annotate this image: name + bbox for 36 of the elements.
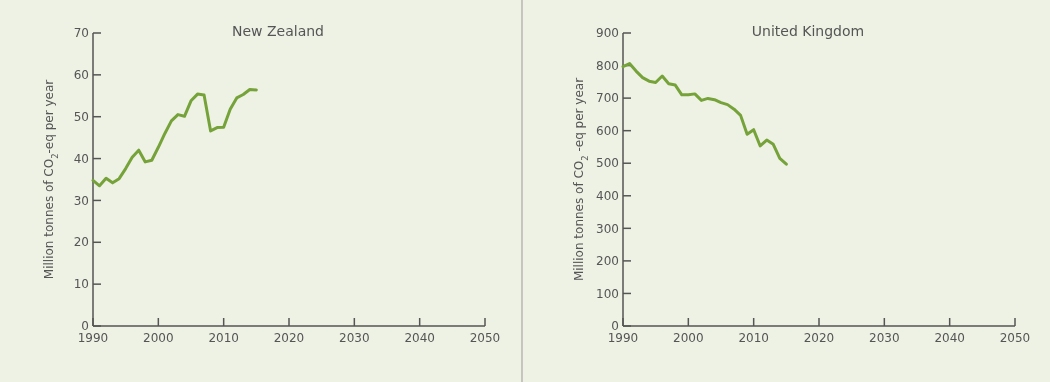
y-tick-label: 60 xyxy=(73,68,89,83)
x-tick-label: 1990 xyxy=(77,331,109,345)
x-tick-label: 2050 xyxy=(999,331,1031,345)
y-tick-label: 400 xyxy=(596,188,619,203)
line-series xyxy=(91,88,258,188)
x-tick-label: 1990 xyxy=(607,331,639,345)
chart-title: New Zealand xyxy=(232,23,324,39)
y-tick-label: 0 xyxy=(81,319,89,334)
y-tick-label: 50 xyxy=(73,109,89,124)
y-tick-label: 600 xyxy=(596,123,619,138)
y-tick-label: 30 xyxy=(73,193,89,208)
y-tick-label: 700 xyxy=(596,91,619,106)
x-tick-label: 2020 xyxy=(803,331,835,345)
line-series xyxy=(621,62,788,166)
y-tick-label: 0 xyxy=(611,319,619,334)
y-tick-label: 70 xyxy=(73,26,89,41)
x-tick-label: 2010 xyxy=(208,331,239,345)
y-tick-label: 300 xyxy=(596,221,619,236)
x-tick-label: 2050 xyxy=(469,331,501,345)
y-tick-label: 800 xyxy=(596,58,619,73)
y-tick-label: 900 xyxy=(596,26,619,41)
x-tick-label: 2000 xyxy=(673,331,704,345)
x-tick-label: 2040 xyxy=(404,331,435,345)
x-tick-label: 2000 xyxy=(143,331,174,345)
y-tick-label: 500 xyxy=(596,156,619,171)
x-tick-label: 2030 xyxy=(869,331,900,345)
y-tick-label: 40 xyxy=(73,151,89,166)
y-tick-label: 10 xyxy=(73,277,89,292)
y-tick-label: 200 xyxy=(596,254,619,269)
x-tick-label: 2030 xyxy=(339,331,370,345)
y-tick-label: 20 xyxy=(73,235,89,250)
y-tick-label: 100 xyxy=(596,286,619,301)
x-tick-label: 2010 xyxy=(738,331,769,345)
x-tick-label: 2040 xyxy=(934,331,965,345)
x-tick-label: 2020 xyxy=(273,331,305,345)
chart-title: United Kingdom xyxy=(751,23,865,39)
